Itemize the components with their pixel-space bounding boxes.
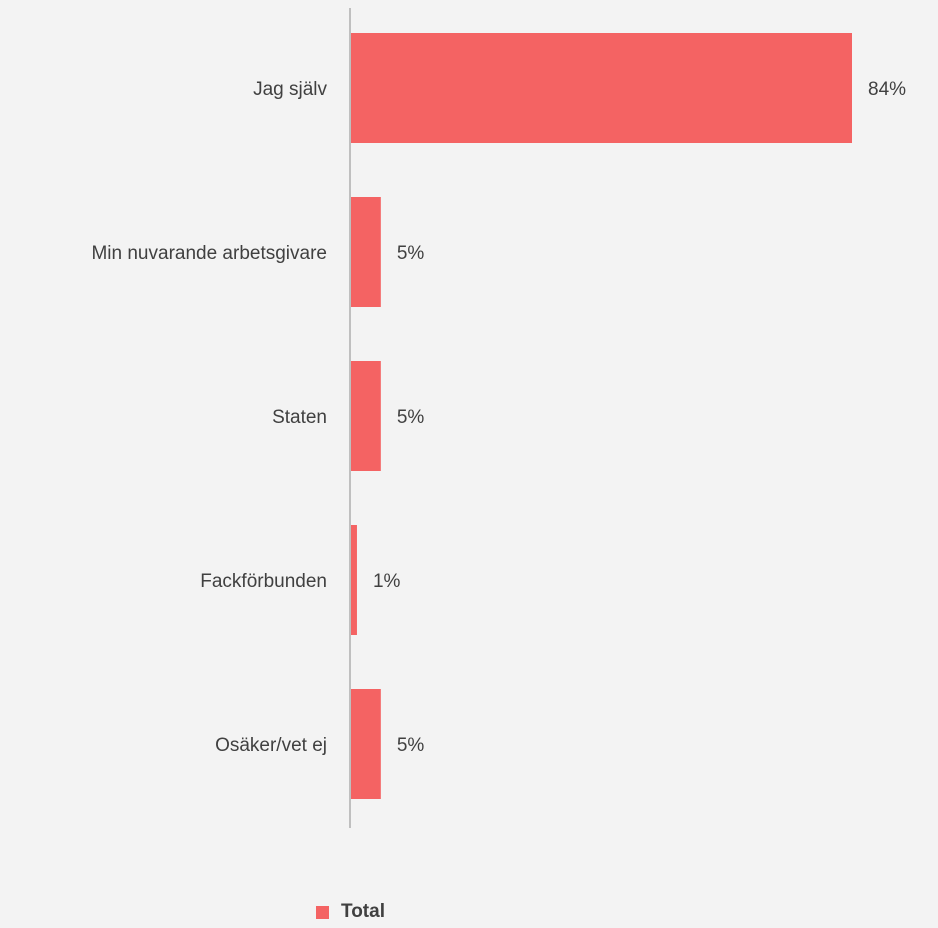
- category-label: Osäker/vet ej: [215, 735, 327, 756]
- legend-swatch: [316, 905, 329, 919]
- category-label: Staten: [272, 407, 327, 428]
- data-label: 1%: [373, 571, 401, 592]
- category-label: Min nuvarande arbetsgivare: [91, 243, 327, 264]
- category-label: Fackförbunden: [200, 571, 327, 592]
- data-label: 5%: [397, 243, 425, 264]
- data-label: 5%: [397, 735, 425, 756]
- data-label: 84%: [868, 79, 906, 100]
- legend: Total: [316, 901, 385, 923]
- bar: [351, 689, 381, 799]
- bar: [351, 361, 381, 471]
- bar: [351, 197, 381, 307]
- data-label: 5%: [397, 407, 425, 428]
- bar: [351, 33, 852, 143]
- category-label: Jag själv: [253, 79, 327, 100]
- bar: [351, 525, 357, 635]
- legend-label: Total: [341, 901, 385, 922]
- bars-layer: Jag själv 84% Min nuvarande arbetsgivare 5%…: [91, 33, 906, 799]
